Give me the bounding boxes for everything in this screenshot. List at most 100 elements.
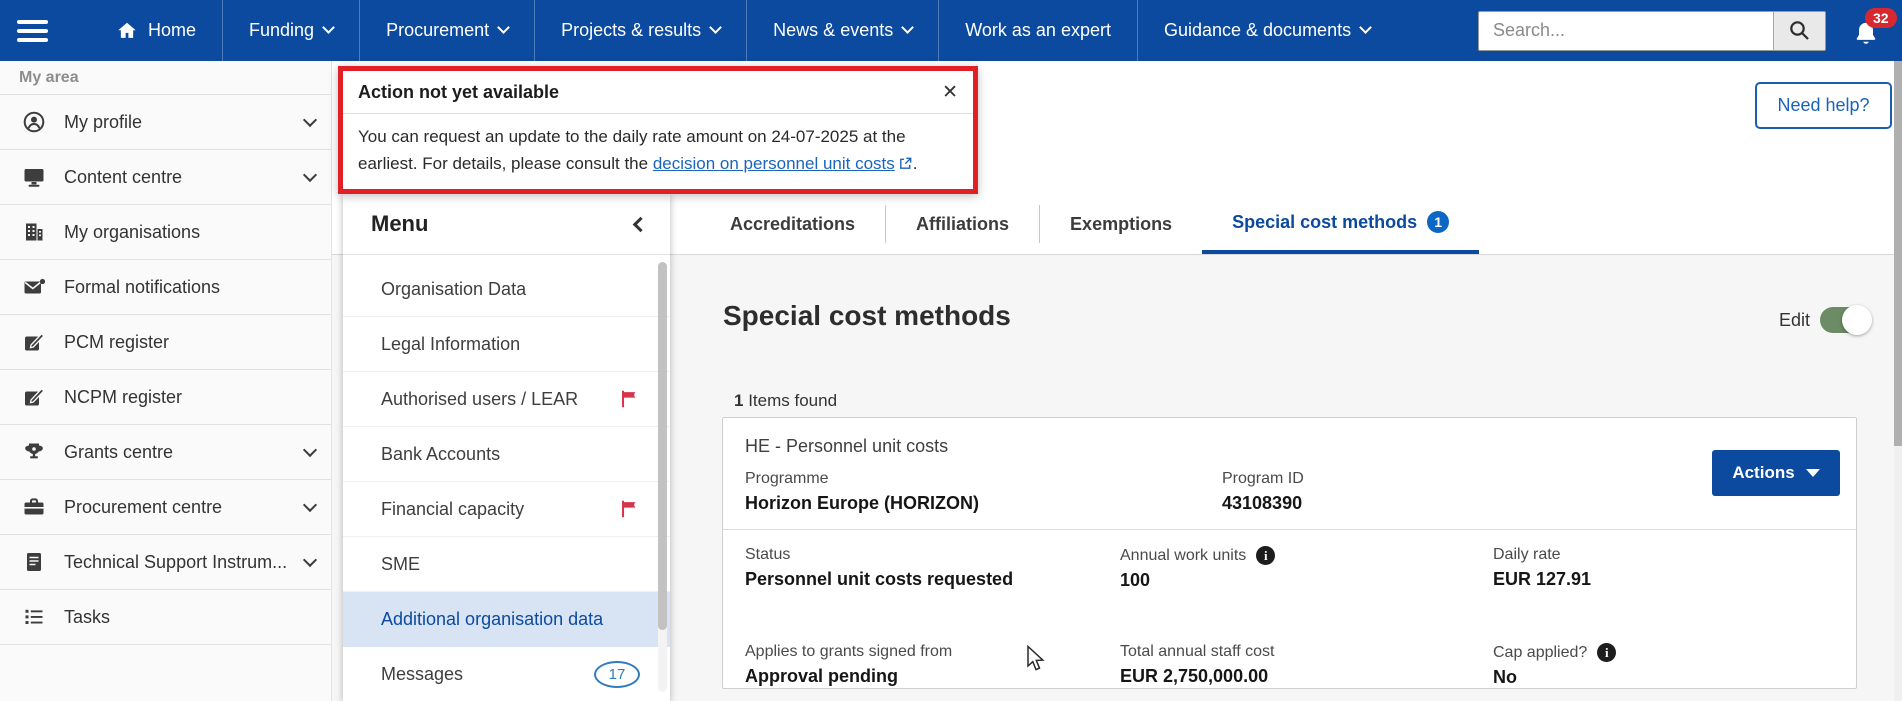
- nav-item-guidance-documents[interactable]: Guidance & documents: [1136, 0, 1396, 61]
- menu-item-bank-accounts[interactable]: Bank Accounts: [343, 427, 670, 482]
- annual-work-units-label: Annual work units: [1120, 546, 1247, 564]
- page-title: Special cost methods: [723, 300, 1011, 331]
- daily-rate-label: Daily rate: [1493, 546, 1561, 563]
- collapse-menu-icon[interactable]: [632, 216, 649, 232]
- envelope-icon: [21, 275, 47, 299]
- search-button[interactable]: [1773, 11, 1825, 50]
- sidebar-item-content-centre[interactable]: Content centre: [0, 150, 331, 205]
- nav-label: Projects & results: [561, 20, 702, 40]
- info-icon[interactable]: [1256, 546, 1276, 565]
- applies-from-field: Applies to grants signed from Approval p…: [745, 643, 952, 687]
- hamburger-menu-icon[interactable]: [0, 0, 64, 61]
- nav-item-home[interactable]: Home: [90, 0, 222, 61]
- daily-rate-value: EUR 127.91: [1493, 569, 1592, 589]
- top-navigation-bar: Home Funding Procurement Projects & resu…: [0, 0, 1902, 61]
- cap-applied-value: No: [1493, 667, 1517, 687]
- menu-item-legal-information[interactable]: Legal Information: [343, 317, 670, 372]
- tab-label: Accreditations: [730, 213, 856, 234]
- items-found-label: Items found: [743, 391, 838, 410]
- need-help-label: Need help?: [1777, 95, 1870, 115]
- menu-item-sme[interactable]: SME: [343, 537, 670, 592]
- menu-scrollbar-thumb[interactable]: [658, 262, 667, 630]
- annual-work-units-field: Annual work units 100: [1120, 546, 1276, 591]
- sidebar-item-my-organisations[interactable]: My organisations: [0, 205, 331, 260]
- chevron-down-icon: [302, 112, 318, 128]
- sidebar-item-ncpm-register[interactable]: NCPM register: [0, 370, 331, 425]
- notifications-count-badge: 32: [1865, 7, 1897, 28]
- tab-special-cost-methods[interactable]: Special cost methods 1: [1202, 194, 1480, 254]
- tab-affiliations[interactable]: Affiliations: [886, 194, 1039, 254]
- menu-item-organisation-data[interactable]: Organisation Data: [343, 262, 670, 317]
- edit-toggle[interactable]: [1820, 305, 1872, 335]
- briefcase-icon: [21, 495, 47, 519]
- nav-item-work-as-expert[interactable]: Work as an expert: [938, 0, 1137, 61]
- program-id-label: Program ID: [1222, 470, 1304, 487]
- sidebar-item-label: PCM register: [64, 331, 170, 352]
- total-staff-cost-label: Total annual staff cost: [1120, 643, 1275, 660]
- edit-square-icon: [21, 330, 47, 354]
- card-divider: [723, 529, 1856, 530]
- sidebar-item-label: NCPM register: [64, 386, 183, 407]
- sidebar-item-formal-notifications[interactable]: Formal notifications: [0, 260, 331, 315]
- menu-title: Menu: [371, 211, 429, 236]
- info-icon[interactable]: [1597, 643, 1617, 662]
- tab-label: Exemptions: [1070, 213, 1173, 234]
- sidebar-item-label: Procurement centre: [64, 496, 223, 517]
- sidebar-item-pcm-register[interactable]: PCM register: [0, 315, 331, 370]
- search-input[interactable]: [1479, 11, 1773, 50]
- sidebar-item-technical-support[interactable]: Technical Support Instrum...: [0, 535, 331, 590]
- sidebar-item-grants-centre[interactable]: Grants centre: [0, 425, 331, 480]
- chevron-down-icon: [497, 21, 510, 34]
- items-found-count: 1: [734, 391, 744, 410]
- cap-applied-label: Cap applied?: [1493, 643, 1588, 661]
- menu-item-authorised-users[interactable]: Authorised users / LEAR: [343, 372, 670, 427]
- nav-item-projects-results[interactable]: Projects & results: [534, 0, 746, 61]
- total-staff-cost-field: Total annual staff cost EUR 2,750,000.00: [1120, 643, 1274, 687]
- menu-item-label: Legal Information: [381, 333, 521, 354]
- menu-item-additional-organisation-data[interactable]: Additional organisation data: [343, 592, 670, 647]
- sidebar-item-label: My organisations: [64, 221, 201, 242]
- sidebar-item-label: My profile: [64, 111, 143, 132]
- notifications-bell[interactable]: 32: [1852, 7, 1897, 48]
- page-scrollbar-thumb[interactable]: [1894, 61, 1902, 446]
- menu-item-label: Authorised users / LEAR: [381, 388, 579, 409]
- sidebar-section-label: My area: [0, 61, 331, 95]
- chevron-down-icon: [302, 442, 318, 458]
- annual-work-units-value: 100: [1120, 570, 1151, 590]
- programme-label: Programme: [745, 470, 829, 487]
- nav-label: Home: [148, 20, 197, 40]
- tab-exemptions[interactable]: Exemptions: [1040, 194, 1202, 254]
- menu-item-financial-capacity[interactable]: Financial capacity: [343, 482, 670, 537]
- decision-link[interactable]: decision on personnel unit costs: [652, 154, 895, 173]
- card-title: HE - Personnel unit costs: [745, 436, 949, 456]
- user-icon: [21, 110, 47, 134]
- nav-item-procurement[interactable]: Procurement: [359, 0, 534, 61]
- close-icon[interactable]: ✕: [942, 81, 958, 103]
- menu-item-label: Organisation Data: [381, 278, 527, 299]
- need-help-button[interactable]: Need help?: [1755, 82, 1892, 129]
- tab-divider: [1039, 205, 1041, 243]
- sidebar-item-label: Technical Support Instrum...: [64, 551, 288, 572]
- program-id-field: Program ID 43108390: [1222, 470, 1304, 514]
- sidebar-item-my-profile[interactable]: My profile: [0, 95, 331, 150]
- chevron-down-icon: [302, 552, 318, 568]
- building-icon: [21, 220, 47, 244]
- toggle-knob: [1842, 305, 1872, 335]
- nav-item-news-events[interactable]: News & events: [746, 0, 938, 61]
- chevron-down-icon: [302, 497, 318, 513]
- menu-item-messages[interactable]: Messages 17: [343, 647, 670, 701]
- actions-button[interactable]: Actions: [1712, 450, 1840, 496]
- topbar-right: 32: [1478, 0, 1902, 61]
- sidebar-item-tasks[interactable]: Tasks: [0, 590, 331, 645]
- monitor-icon: [21, 165, 47, 189]
- tab-accreditations[interactable]: Accreditations: [700, 194, 885, 254]
- sidebar-item-label: Grants centre: [64, 441, 174, 462]
- applies-from-label: Applies to grants signed from: [745, 643, 953, 660]
- edit-square-icon: [21, 385, 47, 409]
- sidebar-item-procurement-centre[interactable]: Procurement centre: [0, 480, 331, 535]
- daily-rate-field: Daily rate EUR 127.91: [1493, 546, 1591, 590]
- nav-label: Guidance & documents: [1163, 20, 1352, 40]
- tab-label: Special cost methods: [1232, 211, 1418, 232]
- nav-item-funding[interactable]: Funding: [222, 0, 359, 61]
- external-link-icon: [898, 156, 913, 171]
